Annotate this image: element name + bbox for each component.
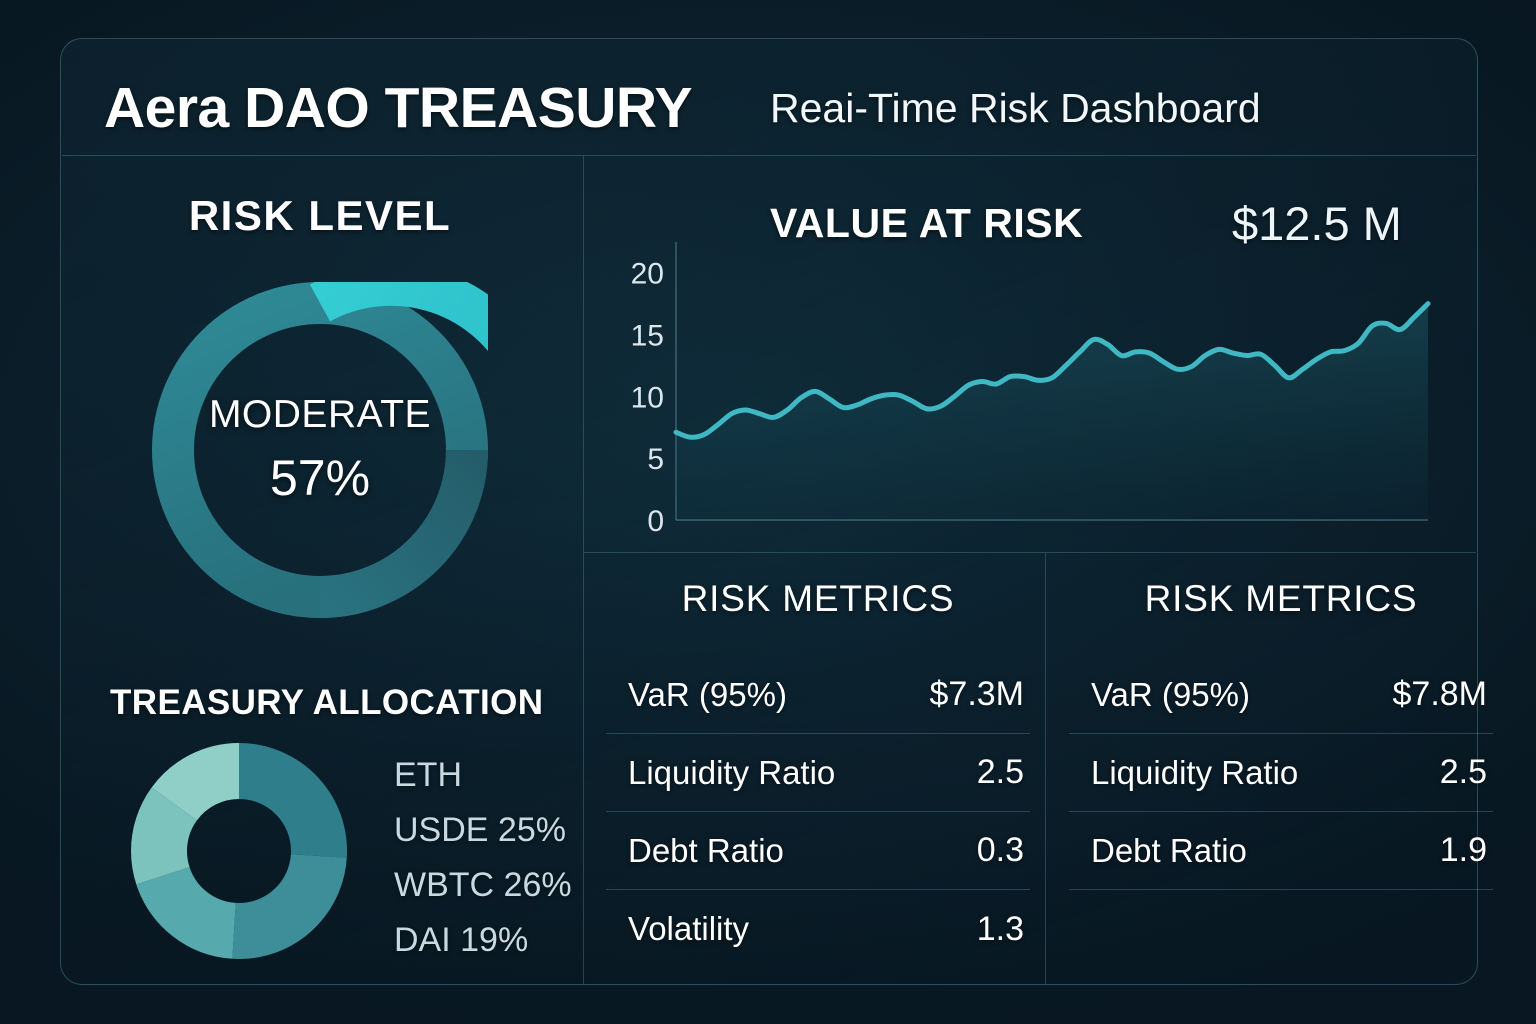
metric-label: Liquidity Ratio [628,753,836,791]
risk-level-heading: RISK LEVEL [188,192,452,239]
legend-item: WBTC 26% [394,866,572,904]
y-tick-label: 15 [631,320,664,353]
y-tick-label: 20 [631,258,664,291]
header-divider [62,155,1476,156]
var-headline-value: $12.5 M [1232,197,1402,250]
metrics-heading: RISK METRICS [1144,578,1418,619]
var-chart-svg: 0 5 10 15 20 [631,242,1431,538]
metric-value: $7.8M [1392,675,1488,713]
y-tick-label: 10 [631,381,664,414]
metric-row: VaR (95%) $7.8M [1069,656,1493,734]
page-subtitle: Reai-Time Risk Dashboard [770,84,1261,131]
metrics-vertical-divider [1045,553,1046,984]
metric-row: VaR (95%) $7.3M [606,656,1030,734]
var-area-fill [676,303,1428,520]
allocation-donut-chart [130,742,348,960]
y-tick-label: 0 [647,505,664,532]
page-title: Aera DAO TREASURY [104,76,693,140]
y-tick-label: 5 [647,443,664,476]
metric-row: Debt Ratio 0.3 [606,812,1030,890]
metric-value: 2.5 [1439,753,1487,791]
risk-metrics-panel-left: RISK METRICS VaR (95%) $7.3M Liquidity R… [606,578,1030,968]
header: Aera DAO TREASURY Reai-Time Risk Dashboa… [104,62,1444,154]
allocation-slice-usde [131,743,347,959]
metric-label: Debt Ratio [628,831,784,869]
risk-gauge-svg [152,263,560,618]
metrics-heading: RISK METRICS [681,578,955,619]
y-axis-ticks: 0 5 10 15 20 [631,258,664,538]
right-horizontal-divider [584,552,1476,553]
metric-row: Debt Ratio 1.9 [1069,812,1493,890]
main-vertical-divider [583,156,584,984]
var-chart: 0 5 10 15 20 [600,232,1440,538]
metric-value: 2.5 [976,753,1024,791]
metric-label: VaR (95%) [628,675,787,713]
allocation-slice-dai [131,743,347,959]
metric-row: Volatility 1.3 [606,890,1030,968]
allocation-slice-other [131,743,347,959]
var-line [673,301,1431,440]
metric-value: $7.3M [929,675,1025,713]
allocation-heading: TREASURY ALLOCATION [110,683,544,722]
legend-item: USDE 25% [394,811,566,849]
risk-metrics-panel-right: RISK METRICS VaR (95%) $7.8M Liquidity R… [1069,578,1493,890]
var-chart-title: VALUE AT RISK [770,200,1084,246]
metric-label: Debt Ratio [1091,831,1247,869]
metric-row: Liquidity Ratio 2.5 [606,734,1030,812]
metric-value: 1.9 [1439,831,1487,869]
metric-row: Liquidity Ratio 2.5 [1069,734,1493,812]
metric-value: 0.3 [976,831,1024,869]
allocation-donut-svg [131,743,347,959]
metric-label: VaR (95%) [1091,675,1250,713]
allocation-legend: ETH USDE 25% WBTC 26% DAI 19% [394,748,572,968]
metric-label: Liquidity Ratio [1091,753,1299,791]
legend-item: ETH [394,756,462,794]
legend-item: DAI 19% [394,921,529,959]
metric-value: 1.3 [976,909,1024,948]
risk-level-gauge: MODERATE 57% [152,263,560,618]
metric-label: Volatility [628,910,750,947]
